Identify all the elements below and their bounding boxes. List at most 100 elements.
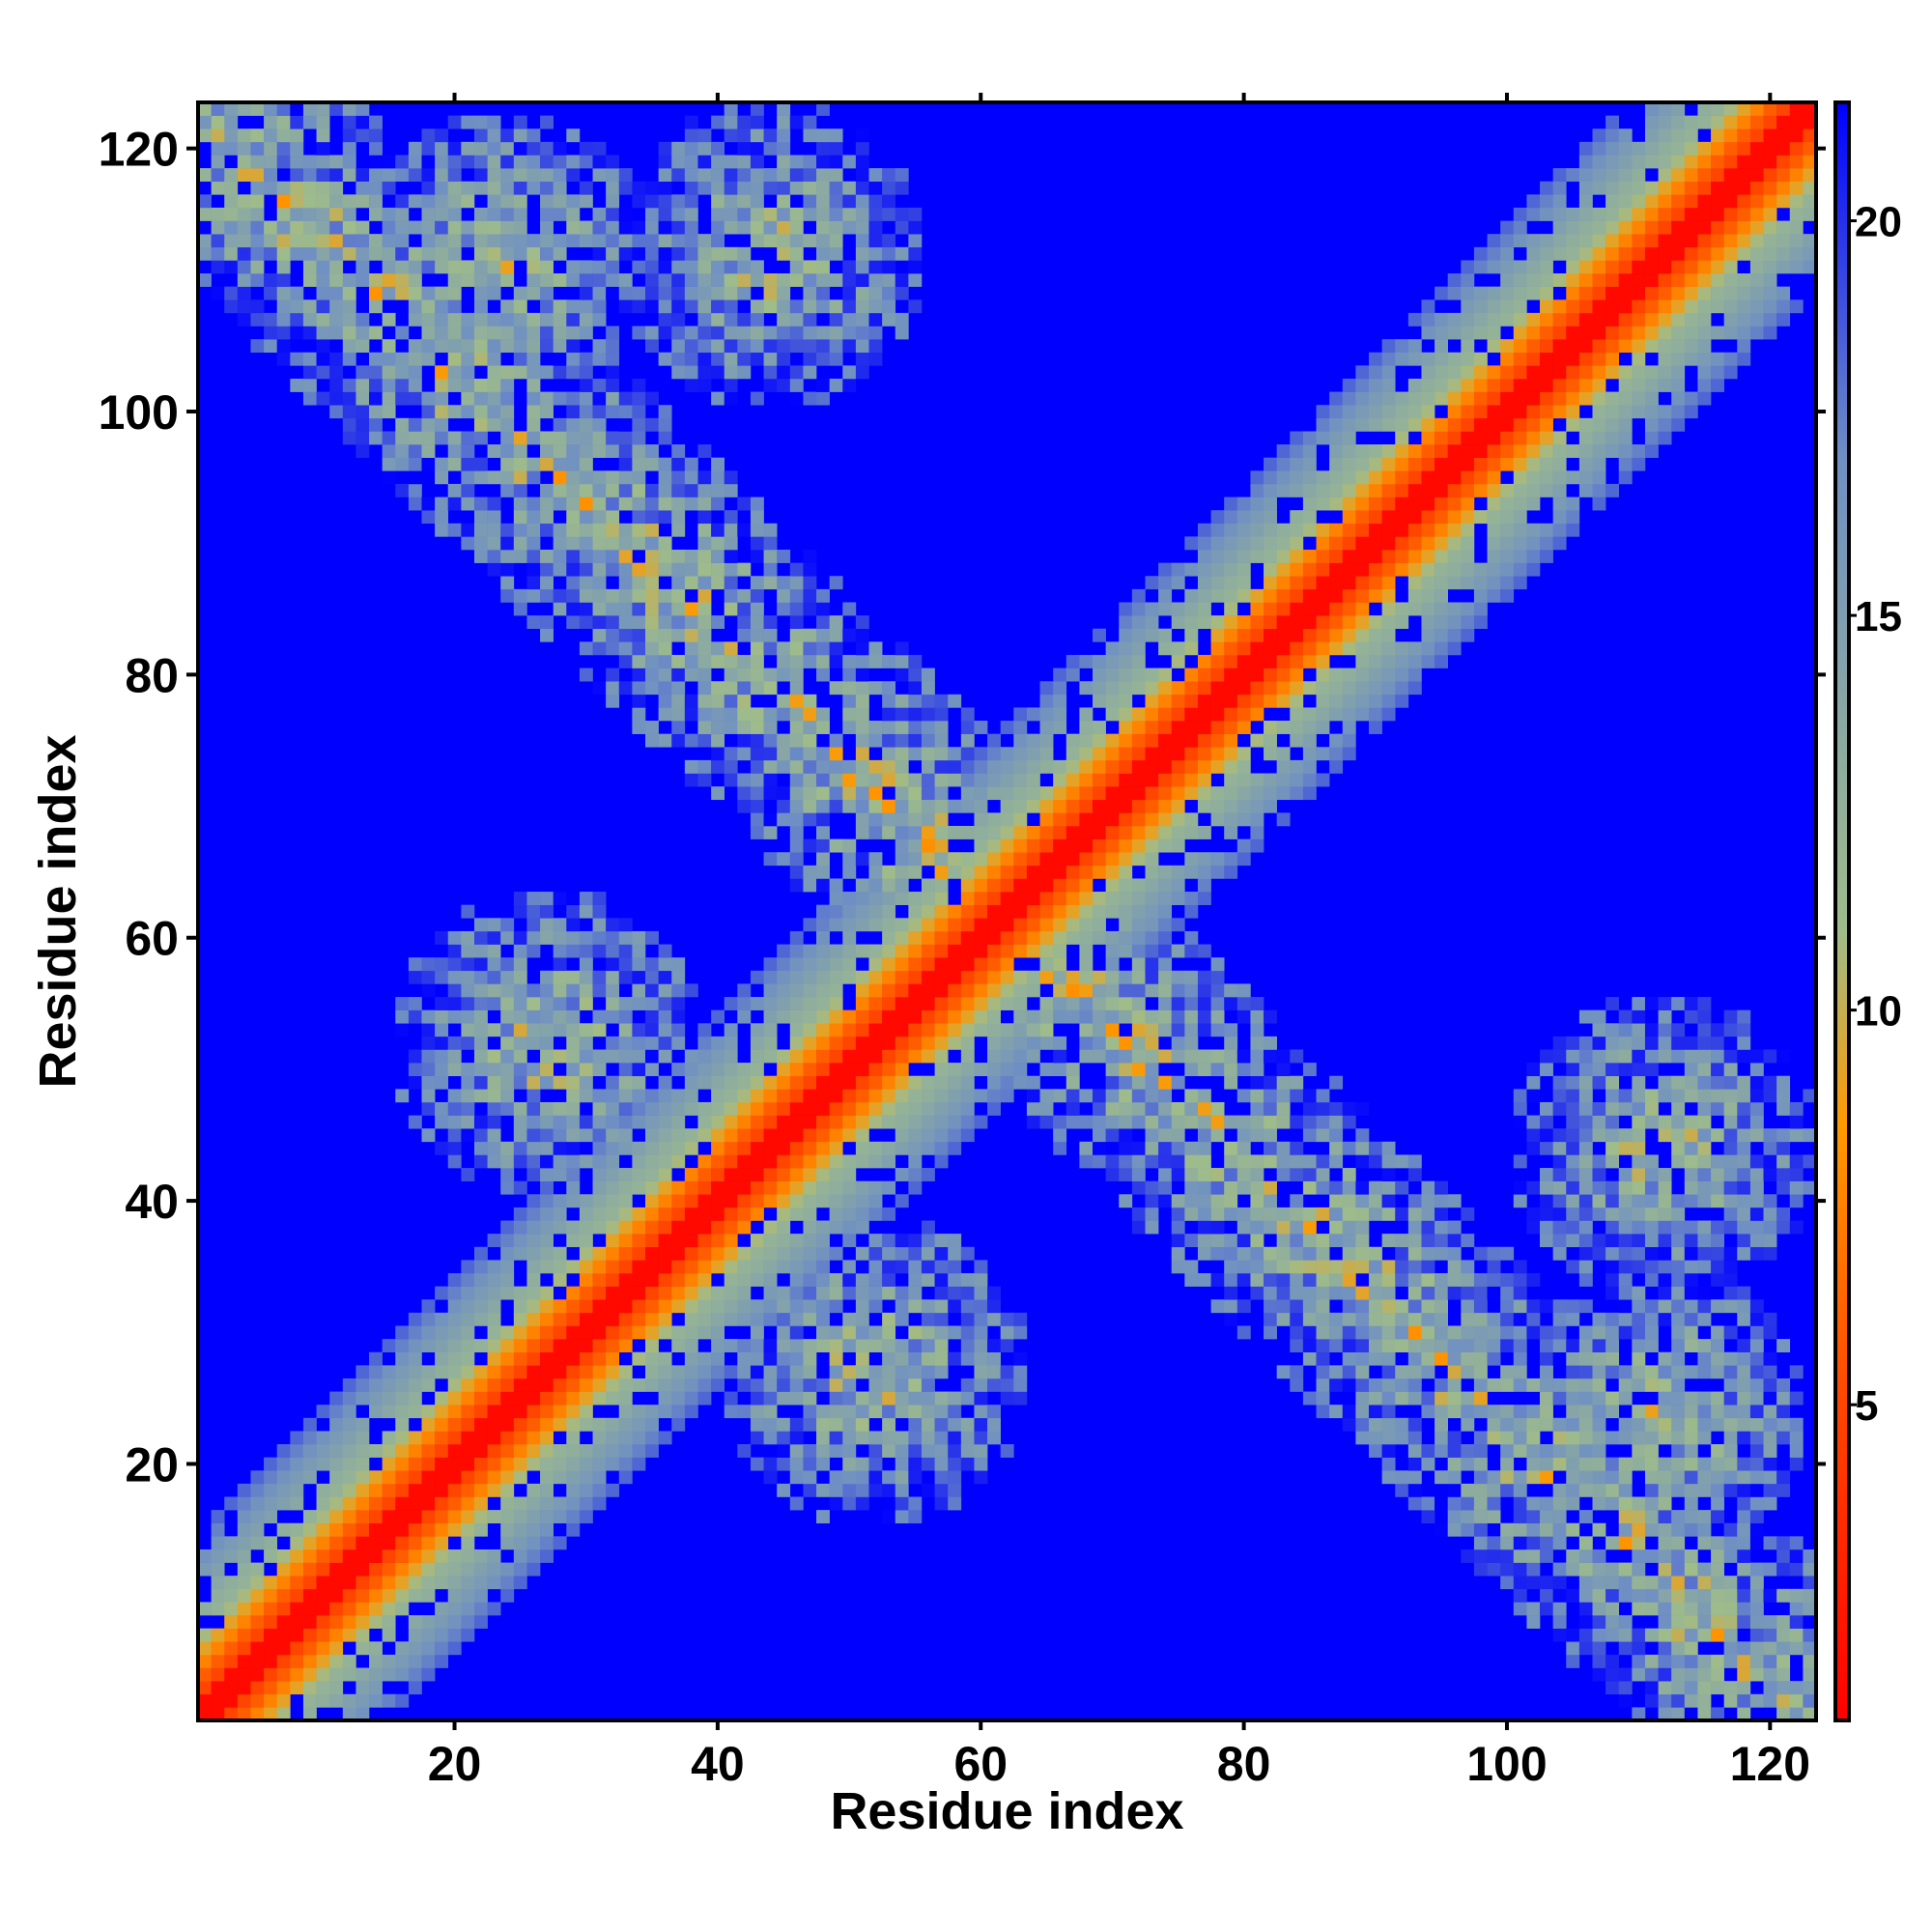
heatmap-cell <box>224 246 239 261</box>
heatmap-cell <box>724 352 738 366</box>
heatmap-cell <box>526 1351 541 1366</box>
heatmap-cell <box>1329 1141 1344 1155</box>
heatmap-cell <box>592 970 607 984</box>
heatmap-cell <box>1342 417 1356 432</box>
heatmap-cell <box>606 957 620 972</box>
heatmap-cell <box>473 115 488 129</box>
heatmap-cell <box>750 825 764 839</box>
heatmap-cell <box>1079 1141 1094 1155</box>
heatmap-cell <box>829 220 843 235</box>
heatmap-cell <box>421 1496 436 1511</box>
heatmap-cell <box>645 628 659 642</box>
heatmap-cell <box>355 1483 370 1497</box>
heatmap-cell <box>579 602 593 616</box>
heatmap-cell <box>329 168 344 183</box>
heatmap-cell <box>1224 773 1238 787</box>
heatmap-cell <box>1329 1312 1344 1326</box>
heatmap-cell <box>1105 1101 1120 1116</box>
heatmap-cell <box>513 1312 527 1326</box>
heatmap-cell <box>763 1417 778 1432</box>
heatmap-cell <box>1197 694 1211 708</box>
heatmap-cell <box>868 1391 883 1406</box>
heatmap-cell <box>829 1351 843 1366</box>
heatmap-cell <box>895 1365 909 1379</box>
heatmap-cell <box>487 260 501 274</box>
heatmap-cell <box>1276 470 1291 485</box>
heatmap-cell <box>777 1351 791 1366</box>
heatmap-cell <box>855 1246 869 1261</box>
heatmap-cell <box>290 1548 304 1563</box>
heatmap-cell <box>763 1272 778 1287</box>
heatmap-cell <box>290 155 304 169</box>
heatmap-cell <box>1013 918 1028 932</box>
heatmap-cell <box>316 1654 330 1668</box>
heatmap-cell <box>1250 1246 1264 1261</box>
heatmap-cell <box>1264 536 1277 551</box>
heatmap-cell <box>513 1234 527 1248</box>
heatmap-cell <box>908 681 923 696</box>
heatmap-cell <box>355 1588 370 1603</box>
heatmap-cell <box>960 1075 975 1090</box>
heatmap-cell <box>1065 838 1080 853</box>
heatmap-cell <box>513 1207 527 1221</box>
heatmap-cell <box>697 155 712 169</box>
heatmap-cell <box>763 1036 778 1050</box>
heatmap-cell <box>1079 773 1094 787</box>
heatmap-cell <box>461 536 475 551</box>
heatmap-cell <box>290 1522 304 1537</box>
heatmap-cell <box>1093 865 1106 879</box>
heatmap-cell <box>697 707 712 722</box>
heatmap-cell <box>264 1470 278 1485</box>
heatmap-cell <box>592 444 607 458</box>
heatmap-cell <box>487 312 501 327</box>
heatmap-cell <box>408 1522 422 1537</box>
heatmap-cell <box>974 878 988 893</box>
heatmap-cell <box>1013 1339 1028 1352</box>
heatmap-cell <box>882 694 896 708</box>
heatmap-cell <box>855 759 869 774</box>
heatmap-cell <box>868 181 883 195</box>
heatmap-cell <box>395 1457 410 1471</box>
heatmap-cell <box>908 1325 923 1340</box>
heatmap-cell <box>1264 497 1277 511</box>
heatmap-cell <box>606 339 620 354</box>
heatmap-cell <box>1355 1194 1370 1208</box>
heatmap-cell <box>1000 825 1014 839</box>
heatmap-cell <box>803 733 817 748</box>
heatmap-cell <box>921 1299 935 1314</box>
heatmap-cell <box>711 759 725 774</box>
heatmap-cell <box>842 892 857 905</box>
heatmap-cell <box>632 286 646 300</box>
heatmap-cell <box>763 1457 778 1471</box>
heatmap-cell <box>1210 1049 1225 1064</box>
heatmap-cell <box>908 786 923 801</box>
heatmap-cell <box>1184 733 1199 748</box>
heatmap-cell <box>355 168 370 183</box>
heatmap-cell <box>724 128 738 143</box>
heatmap-cell <box>697 615 712 630</box>
heatmap-cell <box>1158 733 1173 748</box>
heatmap-cell <box>329 1667 344 1682</box>
heatmap-cell <box>697 286 712 300</box>
heatmap-cell <box>711 299 725 314</box>
heatmap-cell <box>1197 1234 1211 1248</box>
heatmap-cell <box>606 246 620 261</box>
heatmap-cell <box>435 1101 449 1116</box>
heatmap-cell <box>895 1128 909 1143</box>
heatmap-cell <box>789 1128 804 1143</box>
heatmap-cell <box>750 1339 764 1352</box>
heatmap-cell <box>264 168 278 183</box>
heatmap-cell <box>1342 1234 1356 1248</box>
heatmap-cell <box>1026 1036 1040 1050</box>
heatmap-cell <box>513 997 527 1010</box>
heatmap-cell <box>224 128 239 143</box>
heatmap-cell <box>1316 1405 1330 1419</box>
heatmap-cell <box>592 576 607 590</box>
heatmap-cell <box>671 497 686 511</box>
heatmap-cell <box>1158 1089 1173 1103</box>
heatmap-cell <box>382 1667 396 1682</box>
heatmap-cell <box>553 1365 567 1379</box>
heatmap-cell <box>329 1615 344 1629</box>
heatmap-cell <box>658 1089 672 1103</box>
heatmap-cell <box>697 602 712 616</box>
